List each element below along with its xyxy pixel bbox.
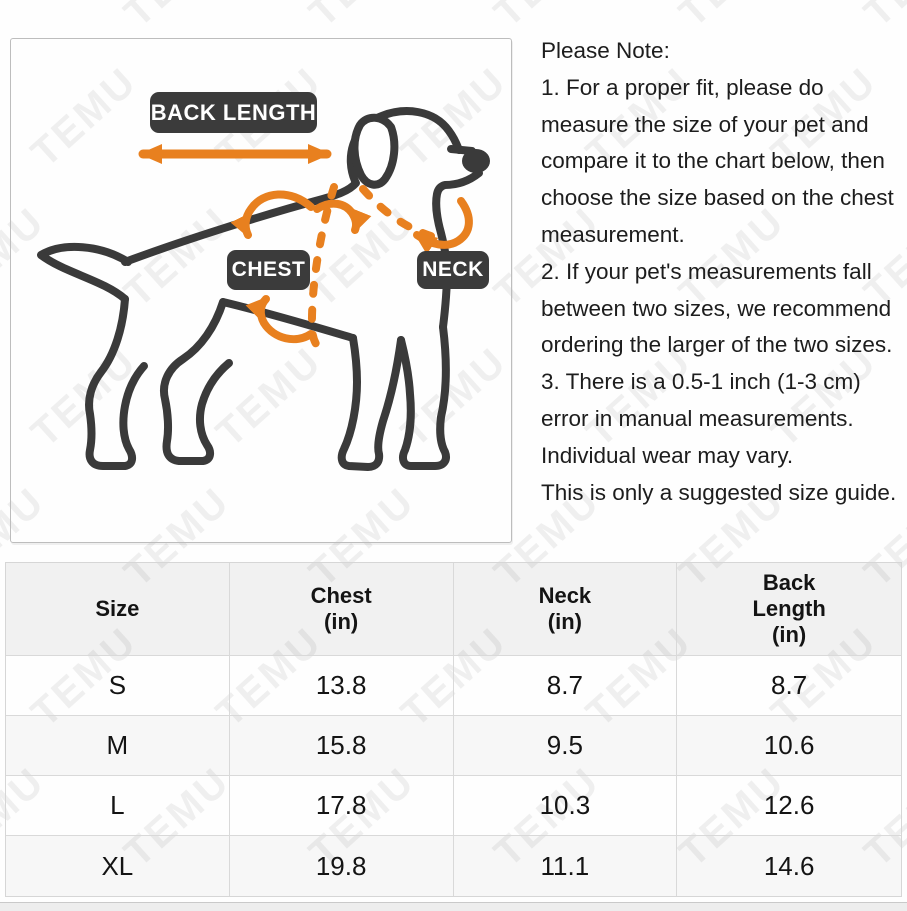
note-line-10: error in manual measurements. bbox=[541, 405, 854, 431]
cell-size-l: L bbox=[6, 776, 230, 836]
cell-neck-m: 9.5 bbox=[453, 716, 678, 776]
notes-section: Please Note: 1. For a proper fit, please… bbox=[541, 33, 907, 511]
chest-arrow-bottom bbox=[245, 295, 315, 344]
cell-neck-xl: 11.1 bbox=[454, 836, 678, 896]
dog-nose bbox=[462, 149, 490, 173]
cell-chest-xl: 19.8 bbox=[230, 836, 454, 896]
note-line-6: 2. If your pet's measurements fall bbox=[541, 258, 872, 284]
note-line-4: choose the size based on the chest bbox=[541, 185, 894, 211]
dog-outline bbox=[37, 107, 490, 471]
note-line-12: This is only a suggested size guide. bbox=[541, 479, 897, 505]
cell-neck-s: 8.7 bbox=[453, 656, 678, 716]
cell-size-m: M bbox=[6, 716, 230, 776]
cell-back-xl: 14.6 bbox=[677, 836, 901, 896]
header-back-label-1: Back bbox=[762, 570, 816, 595]
neck-arrow bbox=[413, 197, 473, 255]
cell-chest-l: 17.8 bbox=[229, 776, 454, 836]
cell-back-l: 12.6 bbox=[677, 776, 901, 836]
cell-back-m: 10.6 bbox=[677, 716, 901, 776]
dog-diagram-svg bbox=[37, 107, 490, 471]
bottom-edge-strip bbox=[0, 902, 907, 911]
neck-dashed-line bbox=[359, 185, 435, 240]
temu-watermark: TEMU bbox=[856, 0, 907, 36]
cell-chest-m: 15.8 bbox=[229, 716, 454, 776]
header-neck-label: Neck bbox=[538, 583, 592, 608]
chest-label: CHEST bbox=[227, 250, 310, 290]
chest-dashed-line bbox=[307, 183, 338, 355]
temu-watermark: TEMU bbox=[671, 0, 794, 36]
header-cell-size: Size bbox=[6, 563, 230, 656]
dog-ear bbox=[350, 113, 399, 189]
header-cell-back-length: Back Length (in) bbox=[677, 563, 901, 656]
header-cell-neck: Neck (in) bbox=[453, 563, 678, 656]
note-line-11: Individual wear may vary. bbox=[541, 442, 794, 468]
notes-title: Please Note: bbox=[541, 38, 670, 63]
note-line-9: 3. There is a 0.5-1 inch (1-3 cm) bbox=[541, 369, 861, 395]
measurement-marks bbox=[138, 144, 473, 355]
cell-back-s: 8.7 bbox=[677, 656, 901, 716]
temu-watermark: TEMU bbox=[486, 0, 609, 36]
header-neck-unit: (in) bbox=[547, 609, 582, 634]
cell-chest-s: 13.8 bbox=[229, 656, 454, 716]
size-table: Size Chest (in) Neck (in) Back Length (i… bbox=[5, 562, 902, 897]
temu-watermark: TEMU bbox=[116, 0, 239, 36]
note-line-8: ordering the larger of the two sizes. bbox=[541, 332, 893, 358]
chest-arrow-left bbox=[230, 190, 315, 239]
dog-measurement-diagram: BACK LENGTH CHEST NECK bbox=[10, 38, 512, 543]
note-line-7: between two sizes, we recommend bbox=[541, 295, 892, 321]
note-line-3: compare it to the chart below, then bbox=[541, 148, 885, 174]
temu-watermark: TEMU bbox=[301, 0, 424, 36]
dog-tail bbox=[37, 242, 132, 303]
note-line-5: measurement. bbox=[541, 221, 685, 247]
neck-label: NECK bbox=[417, 251, 489, 289]
note-line-1: 1. For a proper fit, please do bbox=[541, 74, 824, 100]
header-back-label-2: Length bbox=[752, 596, 826, 621]
header-size-label: Size bbox=[95, 596, 140, 621]
cell-size-s: S bbox=[6, 656, 230, 716]
cell-size-xl: XL bbox=[6, 836, 230, 896]
note-line-2: measure the size of your pet and bbox=[541, 111, 869, 137]
header-chest-unit: (in) bbox=[324, 609, 359, 634]
header-cell-chest: Chest (in) bbox=[229, 563, 454, 656]
back-length-label: BACK LENGTH bbox=[150, 92, 317, 133]
chest-arrow-right bbox=[313, 199, 372, 234]
header-chest-label: Chest bbox=[310, 583, 372, 608]
header-back-unit: (in) bbox=[772, 622, 807, 647]
temu-watermark: TEMU bbox=[0, 0, 54, 36]
cell-neck-l: 10.3 bbox=[453, 776, 678, 836]
